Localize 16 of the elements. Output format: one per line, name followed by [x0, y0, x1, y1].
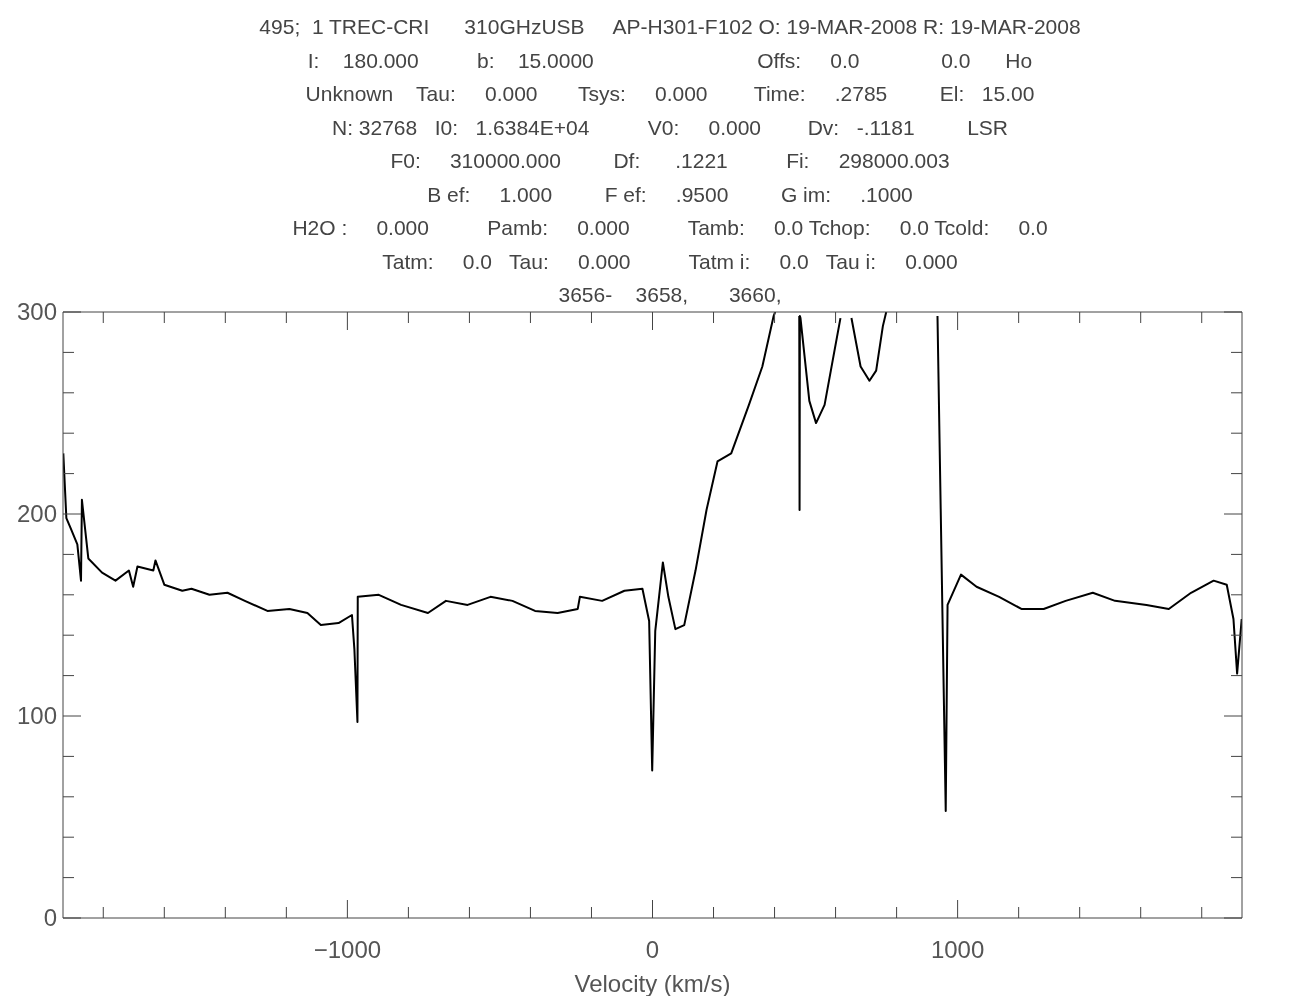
text: Unknown Tau: 0.000 Tsys: 0.000 Time: .2785 El: 15.00: [304, 81, 1036, 107]
x-tick-label: −1000: [313, 936, 382, 963]
text: N: 32768 I0: 1.6384E+04 V0: 0.000 Dv: -.1181 LSR: [330, 114, 1010, 141]
text: I: 180.000 b: 15.0000 Offs: 0.0 0.0 Ho: [306, 47, 1034, 74]
x-tick-label: 0: [645, 936, 660, 963]
y-tick-label: 100: [16, 702, 57, 729]
text: H2O : 0.000 Pamb: 0.000 Tamb: 0.0 Tchop: 0.0 Tcold: 0.0: [291, 215, 1049, 241]
text: 3656- 3658, 3660,: [558, 283, 782, 306]
text: Tatm: 0.0 Tau: 0.000 Tatm i: 0.0 Tau i: 0.000: [381, 248, 959, 275]
x-tick-label: 1000: [930, 936, 985, 963]
y-tick-label: 0: [43, 904, 57, 931]
y-tick-label: 300: [16, 298, 57, 325]
text: 495; 1 TREC-CRI 310GHzUSB AP-H301-F102 O: 19-MAR-2008 R: 19-MAR-2008: [258, 14, 1082, 40]
text: F0: 310000.000 Df: .1221 Fi: 298000.003: [389, 148, 951, 174]
text: B ef: 1.000 F ef: .9500 G im: .1000: [426, 181, 914, 208]
y-tick-label: 200: [16, 500, 57, 527]
